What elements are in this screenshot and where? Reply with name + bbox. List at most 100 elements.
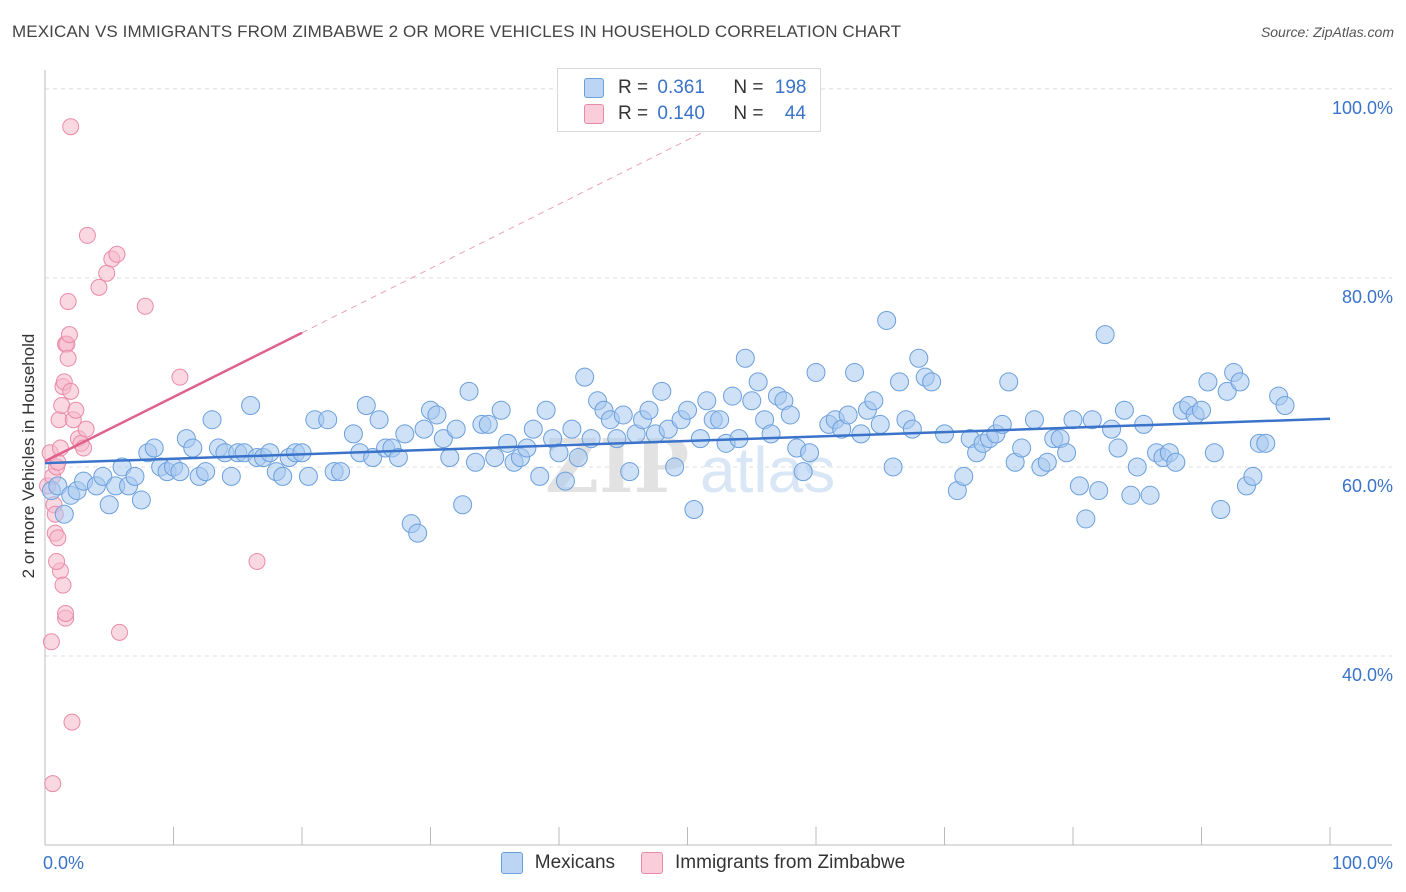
mexican-point <box>202 410 222 430</box>
mexican-point <box>453 495 473 515</box>
mexican-point <box>1012 438 1032 458</box>
zimbabwe-point <box>57 604 75 622</box>
mexican-point <box>1192 400 1211 420</box>
mexican-point <box>722 386 742 406</box>
n-value: 198 <box>774 77 807 98</box>
mexican-point <box>1057 443 1077 463</box>
zimbabwe-point <box>78 226 96 244</box>
mexican-point <box>575 367 595 387</box>
mexican-point <box>93 466 113 486</box>
mexican-point <box>639 400 659 420</box>
n-label: N = <box>733 77 764 98</box>
mexican-point <box>356 396 376 416</box>
mexicans-legend-swatch <box>500 852 523 874</box>
mexican-point <box>684 499 704 519</box>
mexican-point <box>331 462 351 482</box>
mexican-point <box>883 457 903 477</box>
mexican-point <box>838 405 858 425</box>
grid-lines <box>45 88 1392 657</box>
zimbabwe-point <box>136 297 154 315</box>
mexican-point <box>1076 509 1096 529</box>
zimbabwe-point <box>60 326 78 344</box>
legend-item-zimbabwe: Immigrants from Zimbabwe <box>641 852 905 874</box>
mexican-point <box>99 495 119 515</box>
mexican-point <box>748 372 768 392</box>
mexican-point <box>780 405 800 425</box>
x-tick-label: 100.0% <box>1332 853 1393 873</box>
mexican-point <box>1069 476 1089 496</box>
mexican-point <box>221 466 241 486</box>
mexican-point <box>555 471 575 491</box>
mexicans-swatch <box>584 78 604 98</box>
mexican-point <box>343 424 363 444</box>
mexican-point <box>800 443 820 463</box>
mexican-point <box>530 466 550 486</box>
zimbabwe-point <box>108 245 126 263</box>
mexican-point <box>1037 452 1057 472</box>
mexican-point <box>954 466 974 486</box>
mexican-point <box>183 438 203 458</box>
zimbabwe-point <box>111 623 129 641</box>
mexican-point <box>485 448 505 467</box>
mexican-point <box>478 414 498 434</box>
zimbabwe-point <box>67 401 85 419</box>
mexican-point <box>607 429 627 449</box>
mexican-point <box>1089 481 1109 501</box>
zimbabwe-legend-label: Immigrants from Zimbabwe <box>675 852 906 873</box>
mexican-point <box>909 348 929 368</box>
zimbabwe-point <box>44 775 62 793</box>
y-tick-label: 80.0% <box>1342 287 1393 307</box>
mexican-point <box>241 396 261 416</box>
zimbabwe-point <box>49 529 67 547</box>
r-label: R = <box>618 77 649 98</box>
mexican-point <box>620 462 640 482</box>
mexican-point <box>870 414 890 434</box>
mexican-point <box>1082 410 1102 430</box>
mexican-point <box>1121 485 1141 505</box>
mexican-point <box>369 410 389 430</box>
mexican-point <box>273 466 293 486</box>
zimbabwe-point <box>171 368 189 386</box>
mexican-point <box>517 438 537 458</box>
mexican-point <box>48 476 68 496</box>
mexican-point <box>1217 381 1237 401</box>
mexican-point <box>613 405 633 425</box>
mexican-point <box>1140 485 1160 505</box>
mexican-point <box>1024 410 1044 430</box>
mexican-point <box>433 429 453 449</box>
legend-item-mexicans: Mexicans <box>500 852 616 874</box>
mexican-point <box>1275 396 1295 416</box>
r-label: R = <box>618 103 649 124</box>
mexican-point <box>1243 466 1263 486</box>
tick-labels: 40.0% 60.0% 80.0% 100.0% 0.0% 100.0% <box>43 98 1393 873</box>
zimbabwe-point <box>248 552 266 570</box>
y-tick-label: 60.0% <box>1342 476 1393 496</box>
mexican-point <box>54 504 74 524</box>
correlation-legend: R = 0.361 N = 198 R = 0.140 N = 44 <box>557 68 821 132</box>
mexican-point <box>1127 457 1147 477</box>
y-axis-label: 2 or more Vehicles in Household <box>19 334 38 579</box>
mexican-point <box>549 443 569 463</box>
mexican-point <box>1198 372 1218 392</box>
mexican-point <box>1063 410 1083 430</box>
zimbabwe-point <box>59 293 77 311</box>
zimbabwe-point <box>98 264 116 282</box>
mexicans-legend-label: Mexicans <box>534 852 616 873</box>
mexican-point <box>793 462 813 482</box>
mexican-point <box>562 419 582 439</box>
mexican-point <box>523 419 543 439</box>
mexican-point <box>568 448 588 467</box>
mexican-point <box>761 424 781 444</box>
mexican-point <box>922 372 942 392</box>
mexican-point <box>131 490 151 510</box>
mexican-point <box>999 372 1019 392</box>
mexican-point <box>395 424 415 444</box>
mexican-point <box>1102 419 1122 439</box>
mexican-point <box>697 391 717 411</box>
mexican-point <box>446 419 466 439</box>
mexican-point <box>658 419 678 439</box>
mexican-point <box>806 362 826 382</box>
mexican-point <box>459 381 479 401</box>
zimbabwe-point <box>90 278 108 296</box>
